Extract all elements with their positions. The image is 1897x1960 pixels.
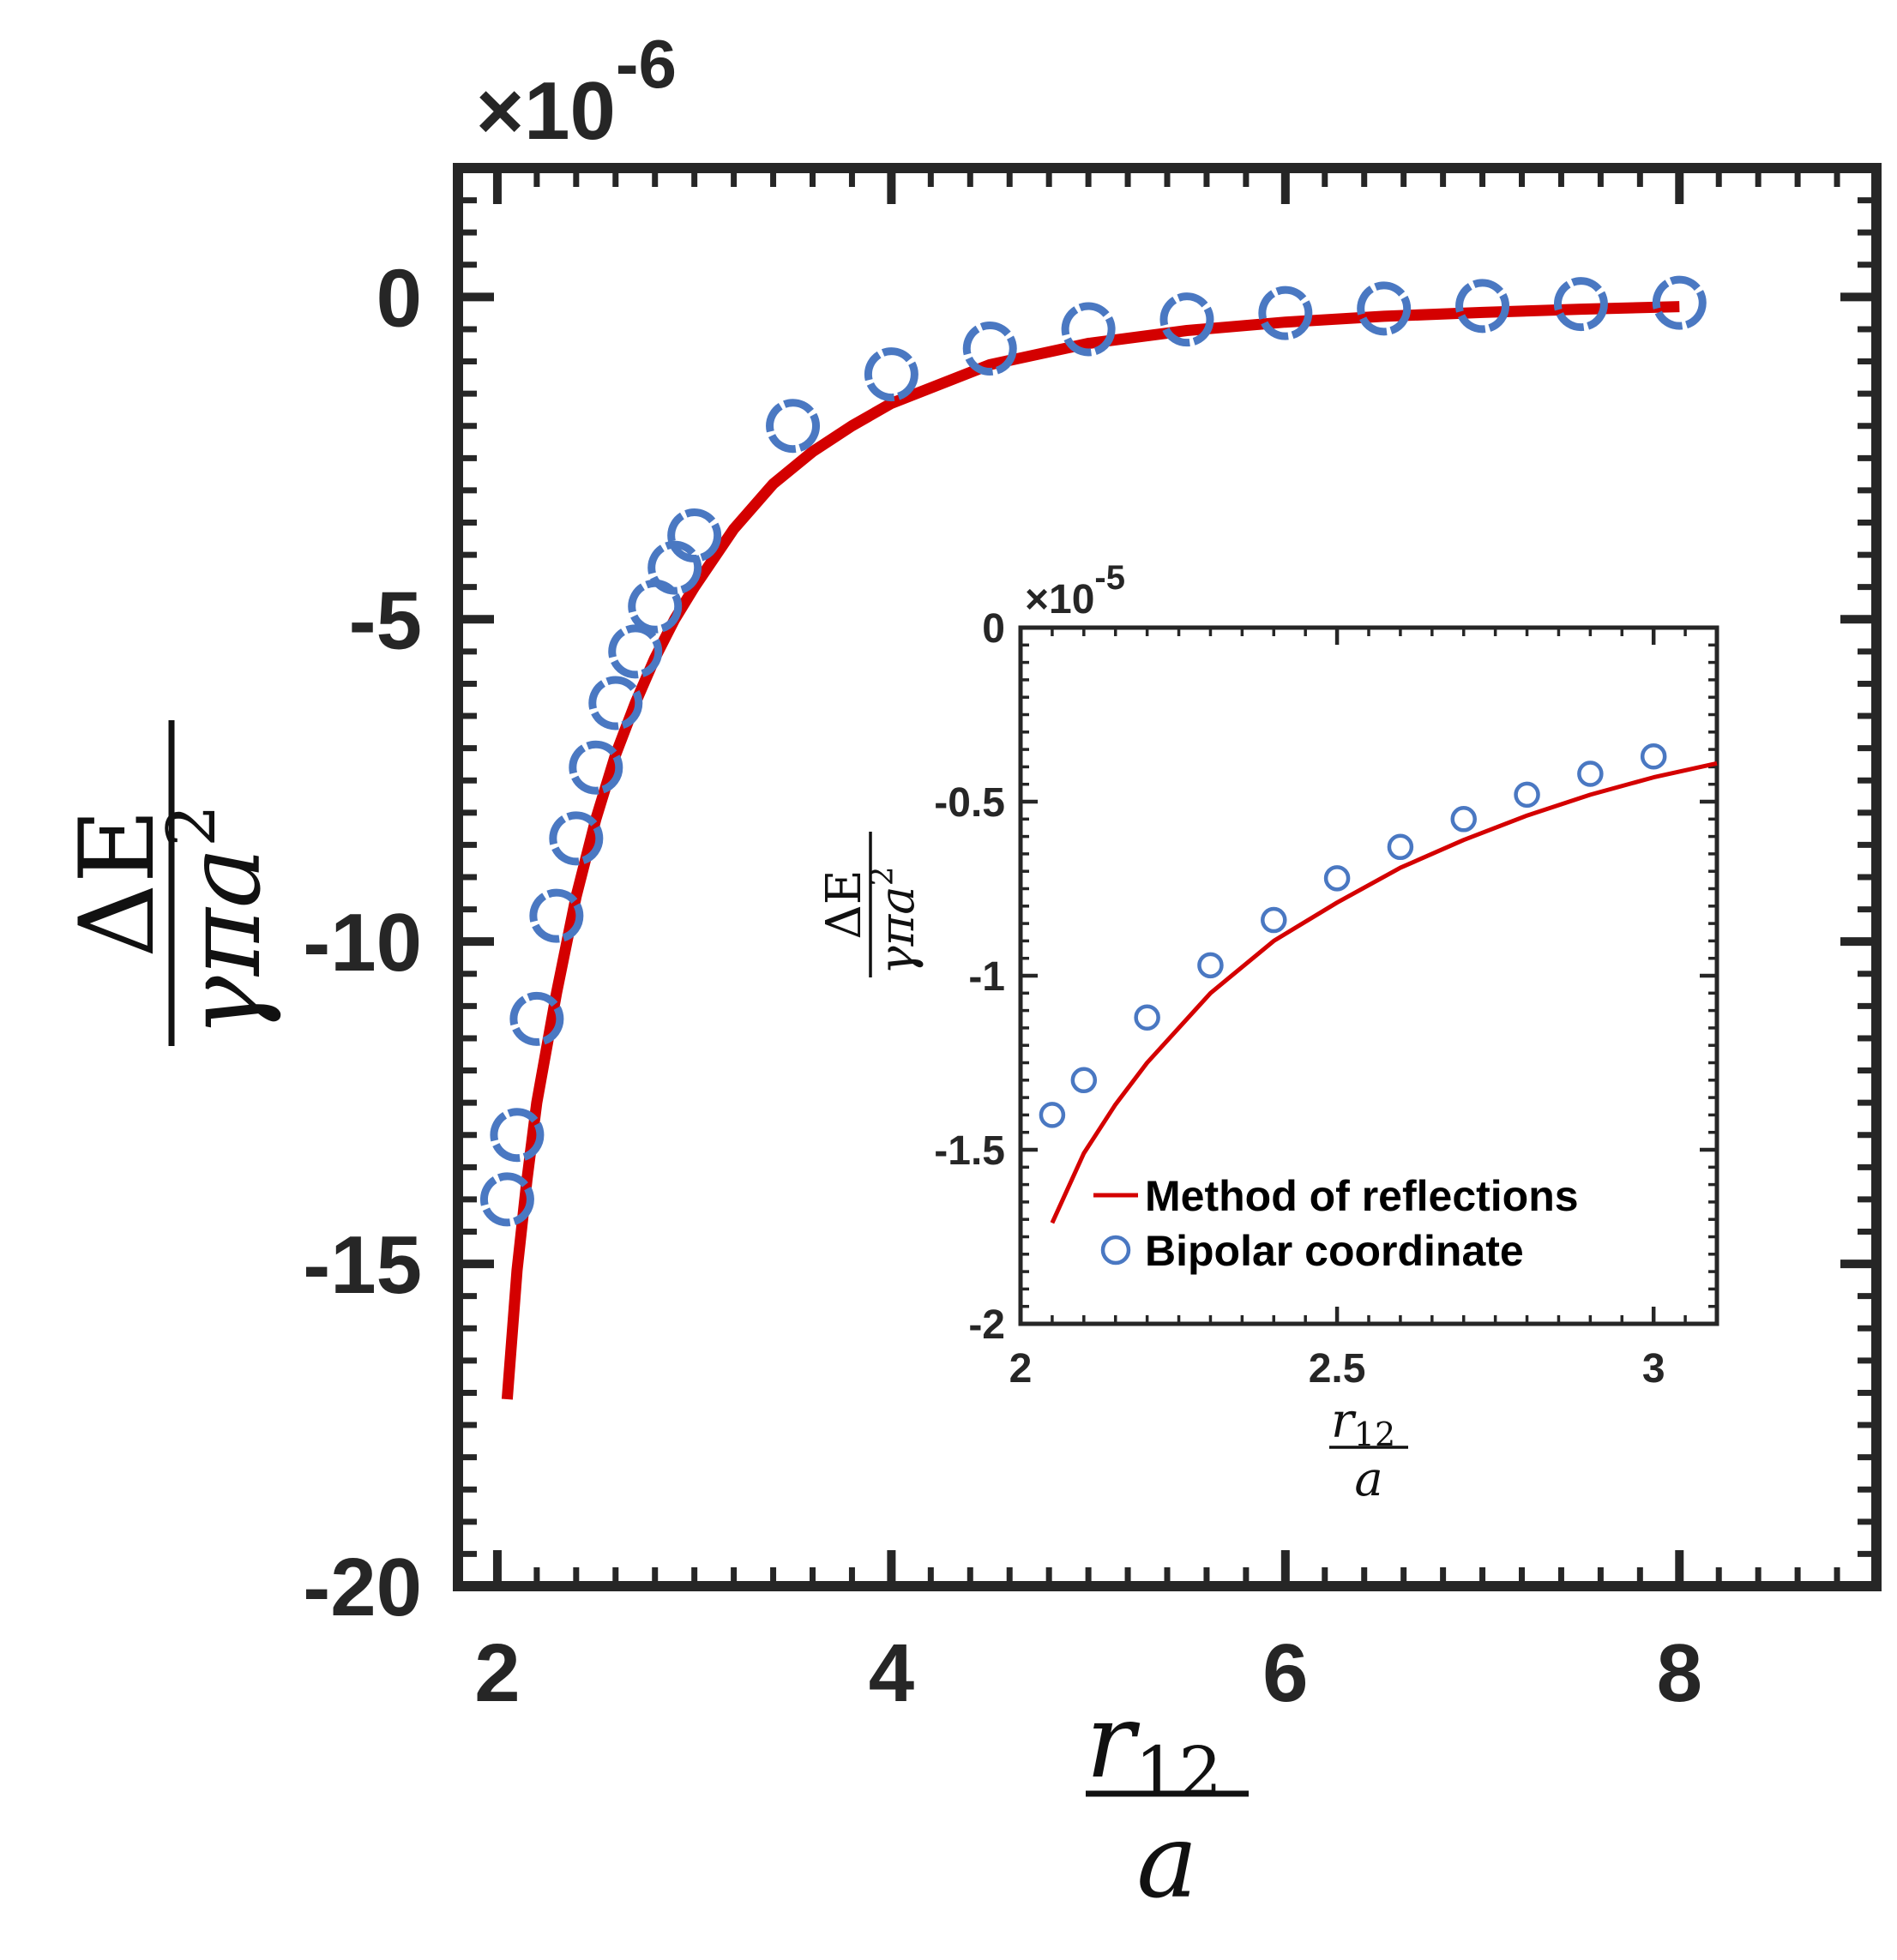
main-xlabel-numerator-base: r <box>1086 1682 1141 1801</box>
main-axes-box <box>453 163 1882 1591</box>
inset-xlabel-denominator: a <box>1354 1452 1382 1507</box>
main-marker-bipolar-coordinate <box>1258 286 1313 340</box>
inset-xlabel-numerator-base: r <box>1331 1393 1357 1449</box>
main-marker-bipolar-coordinate <box>766 399 821 454</box>
inset-xtick-label: 2 <box>1009 1346 1033 1392</box>
main-ytick-label: -10 <box>303 897 422 989</box>
legend-entry-method-of-reflections: Method of reflections <box>1145 1172 1579 1220</box>
main-xlabel-subscript: 12 <box>1135 1732 1222 1812</box>
main-marker-bipolar-coordinate <box>529 888 584 943</box>
inset-xlabel: r12 a <box>1329 1393 1408 1507</box>
inset-ylabel: ΔE γπa2 <box>816 832 925 977</box>
inset-series-line-method-of-reflections <box>1050 761 1718 1224</box>
inset-ylabel-numerator: ΔE <box>816 869 872 939</box>
main-xtick-labels: 2 4 6 8 <box>474 1627 1702 1719</box>
inset-marker-bipolar-coordinate <box>1039 1102 1066 1128</box>
inset-ylabel-denominator-base: γπa <box>870 886 925 975</box>
inset-marker-bipolar-coordinate <box>1387 833 1414 861</box>
main-xtick-label: 4 <box>869 1627 914 1719</box>
main-marker-bipolar-coordinate <box>667 508 722 563</box>
inset-marker-bipolar-coordinate <box>1323 865 1351 892</box>
main-y-exponent: ×10-6 <box>476 26 677 157</box>
main-ylabel-denominator: γπa2 <box>154 804 284 1037</box>
main-marker-bipolar-coordinate <box>490 1108 545 1163</box>
main-marker-bipolar-coordinate <box>608 624 663 679</box>
inset-ytick-label: -1.5 <box>934 1128 1005 1174</box>
inset-series-markers-bipolar-coordinate <box>1039 743 1667 1128</box>
main-ylabel-denominator-base: γπa <box>165 847 284 1037</box>
main-ytick-label: -5 <box>349 574 422 666</box>
legend-marker-swatch <box>1100 1235 1131 1266</box>
inset-xtick-labels: 2 2.5 3 <box>1009 1346 1665 1392</box>
inset-marker-bipolar-coordinate <box>1070 1067 1098 1094</box>
main-xtick-label: 2 <box>474 1627 520 1719</box>
main-marker-bipolar-coordinate <box>1159 292 1214 347</box>
inset-ytick-label: -2 <box>968 1302 1005 1348</box>
inset-background <box>1021 628 1717 1324</box>
main-marker-bipolar-coordinate <box>569 740 623 795</box>
inset-legend: Method of reflections Bipolar coordinate <box>1093 1172 1579 1275</box>
main-y-exponent-power: -6 <box>616 26 677 102</box>
main-marker-bipolar-coordinate <box>1553 277 1608 332</box>
inset-marker-bipolar-coordinate <box>1577 761 1604 787</box>
inset-xtick-label: 2.5 <box>1309 1346 1366 1392</box>
inset-ytick-labels: -2 -1.5 -1 -0.5 0 <box>934 606 1005 1348</box>
main-xlabel-numerator: r12 <box>1086 1682 1222 1812</box>
main-marker-bipolar-coordinate <box>509 991 564 1046</box>
inset-marker-bipolar-coordinate <box>1134 1004 1160 1031</box>
inset-axes: 2 2.5 3 -2 -1.5 -1 -0.5 0 ×10-5 ΔE γπa 2 … <box>816 559 1719 1507</box>
main-marker-bipolar-coordinate <box>1455 279 1510 334</box>
main-marker-bipolar-coordinate <box>1652 275 1707 330</box>
main-xtick-label: 8 <box>1657 1627 1702 1719</box>
inset-ytick-label: -0.5 <box>934 780 1005 826</box>
inset-y-exponent-power: -5 <box>1094 559 1125 597</box>
inset-ytick-label: -1 <box>968 954 1005 1000</box>
main-xlabel: r12 a <box>1086 1682 1249 1921</box>
main-ylabel-superscript: 2 <box>154 804 231 847</box>
main-ylabel-numerator: ΔE <box>58 809 178 958</box>
main-marker-bipolar-coordinate <box>1061 302 1116 357</box>
main-series-markers-bipolar-coordinate <box>479 275 1707 1227</box>
inset-y-exponent-base: ×10 <box>1025 577 1094 622</box>
inset-ylabel-superscript: 2 <box>865 866 900 886</box>
main-xtick-label: 6 <box>1262 1627 1308 1719</box>
main-marker-bipolar-coordinate <box>479 1172 534 1227</box>
main-y-exponent-base: ×10 <box>476 65 616 157</box>
main-ytick-label: 0 <box>376 252 422 344</box>
inset-marker-bipolar-coordinate <box>1514 781 1540 809</box>
inset-marker-bipolar-coordinate <box>1261 906 1287 934</box>
main-series-line-method-of-reflections <box>501 301 1680 1400</box>
main-ytick-label: -15 <box>303 1219 422 1311</box>
main-xlabel-denominator: a <box>1136 1802 1198 1921</box>
main-marker-bipolar-coordinate <box>588 676 643 730</box>
main-marker-bipolar-coordinate <box>1357 281 1412 336</box>
main-ylabel: ΔE γπa2 <box>58 720 284 1046</box>
inset-y-exponent: ×10-5 <box>1025 559 1125 622</box>
main-marker-bipolar-coordinate <box>549 811 604 866</box>
main-ytick-label: -20 <box>303 1542 422 1633</box>
inset-axes-box <box>1018 625 1719 1326</box>
inset-ylabel-denominator: γπa2 <box>865 866 925 975</box>
inset-marker-bipolar-coordinate <box>1197 952 1224 979</box>
main-axes: 2 4 6 8 -20 -15 -10 -5 0 ×10-6 ΔE γπa2 <box>58 26 1882 1921</box>
inset-xtick-label: 3 <box>1642 1346 1665 1392</box>
inset-ytick-label: 0 <box>982 606 1005 652</box>
main-marker-bipolar-coordinate <box>962 322 1017 376</box>
inset-marker-bipolar-coordinate <box>1450 806 1477 833</box>
inset-marker-bipolar-coordinate <box>1640 743 1667 770</box>
main-marker-bipolar-coordinate <box>864 347 918 402</box>
main-ytick-labels: -20 -15 -10 -5 0 <box>303 252 422 1633</box>
legend-entry-bipolar-coordinate: Bipolar coordinate <box>1145 1227 1524 1275</box>
